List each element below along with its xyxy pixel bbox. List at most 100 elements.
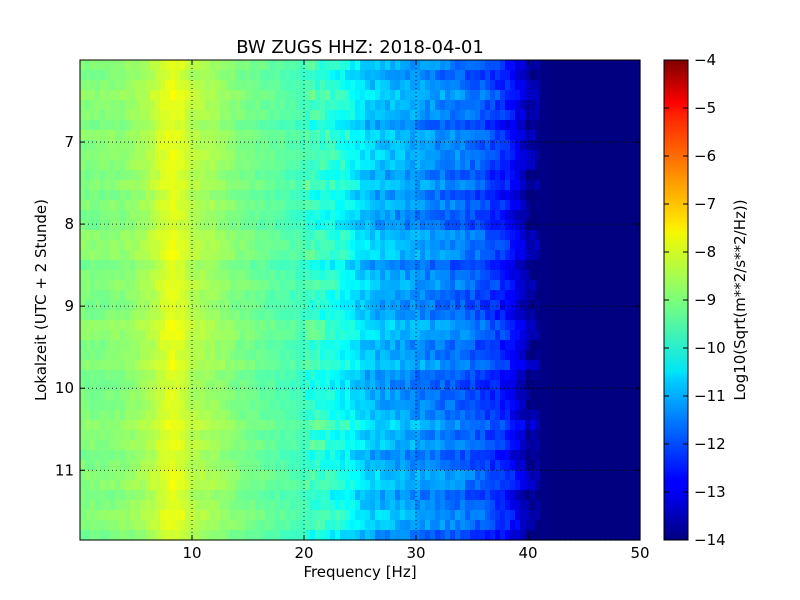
heatmap-cell [330,380,336,391]
heatmap-cell [320,450,326,461]
heatmap-cell [150,100,156,111]
heatmap-cell [520,140,526,151]
heatmap-cell [450,470,456,481]
heatmap-cell [245,440,251,451]
heatmap-cell [475,220,481,231]
heatmap-cell [415,370,421,381]
heatmap-cell [255,410,261,421]
heatmap-cell [280,160,286,171]
heatmap-cell [340,140,346,151]
heatmap-cell [535,400,541,411]
heatmap-cell [590,490,596,501]
heatmap-cell [85,160,91,171]
heatmap-cell [315,190,321,201]
heatmap-cell [95,220,101,231]
heatmap-cell [130,390,136,401]
heatmap-cell [495,200,501,211]
heatmap-cell [100,490,106,501]
heatmap-cell [335,460,341,471]
heatmap-cell [155,320,161,331]
heatmap-cell [285,500,291,511]
heatmap-cell [280,130,286,141]
heatmap-cell [530,440,536,451]
heatmap-cell [360,160,366,171]
heatmap-cell [435,220,441,231]
heatmap-cell [285,400,291,411]
heatmap-cell [595,160,601,171]
heatmap-cell [575,420,581,431]
heatmap-cell [550,300,556,311]
heatmap-cell [440,130,446,141]
heatmap-cell [420,340,426,351]
heatmap-cell [310,200,316,211]
heatmap-cell [410,470,416,481]
heatmap-cell [615,70,621,81]
heatmap-cell [590,90,596,101]
heatmap-cell [145,190,151,201]
heatmap-cell [190,140,196,151]
heatmap-cell [545,450,551,461]
heatmap-cell [485,230,491,241]
heatmap-cell [155,360,161,371]
heatmap-cell [180,430,186,441]
heatmap-cell [515,410,521,421]
heatmap-cell [490,340,496,351]
heatmap-cell [475,110,481,121]
heatmap-cell [135,260,141,271]
heatmap-cell [490,300,496,311]
heatmap-cell [185,500,191,511]
heatmap-cell [535,110,541,121]
heatmap-cell [460,120,466,131]
heatmap-cell [520,330,526,341]
heatmap-cell [190,460,196,471]
heatmap-cell [530,390,536,401]
heatmap-cell [335,390,341,401]
heatmap-cell [185,160,191,171]
heatmap-cell [455,370,461,381]
heatmap-cell [560,330,566,341]
heatmap-cell [390,380,396,391]
heatmap-cell [540,110,546,121]
heatmap-cell [635,220,641,231]
heatmap-cell [165,260,171,271]
heatmap-cell [440,290,446,301]
heatmap-cell [165,440,171,451]
heatmap-cell [610,70,616,81]
heatmap-cell [130,430,136,441]
heatmap-cell [590,240,596,251]
heatmap-cell [475,270,481,281]
heatmap-cell [395,160,401,171]
heatmap-cell [570,70,576,81]
heatmap-cell [335,230,341,241]
heatmap-cell [430,270,436,281]
heatmap-cell [490,170,496,181]
heatmap-cell [340,310,346,321]
heatmap-cell [410,460,416,471]
heatmap-cell [290,490,296,501]
heatmap-cell [620,340,626,351]
heatmap-cell [430,240,436,251]
heatmap-cell [375,80,381,91]
heatmap-cell [305,110,311,121]
heatmap-cell [305,330,311,341]
heatmap-cell [615,340,621,351]
heatmap-cell [330,190,336,201]
heatmap-cell [470,230,476,241]
heatmap-cell [360,80,366,91]
heatmap-cell [280,60,286,71]
heatmap-cell [405,320,411,331]
heatmap-cell [530,100,536,111]
heatmap-cell [100,210,106,221]
heatmap-cell [360,240,366,251]
heatmap-cell [335,480,341,491]
heatmap-cell [230,450,236,461]
heatmap-cell [470,300,476,311]
heatmap-cell [240,410,246,421]
heatmap-cell [150,70,156,81]
heatmap-cell [160,170,166,181]
heatmap-cell [460,230,466,241]
heatmap-cell [250,260,256,271]
heatmap-cell [545,490,551,501]
heatmap-cell [245,390,251,401]
heatmap-cell [155,220,161,231]
